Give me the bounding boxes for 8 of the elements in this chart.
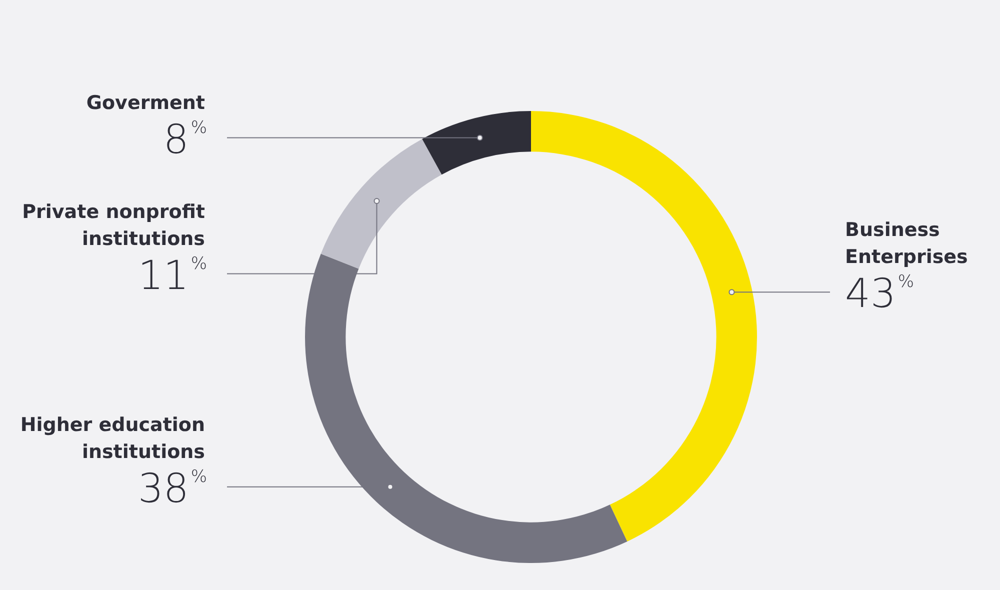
data-label: 43% — [845, 271, 914, 318]
slice-label: Private nonprofit institutions — [22, 200, 205, 250]
data-label: 11% — [138, 252, 208, 299]
data-label: 8% — [163, 116, 208, 163]
slice-label: Higher education institutions — [20, 414, 205, 463]
data-label: 38% — [138, 466, 208, 512]
slice-label: Business Enterprises — [845, 219, 968, 268]
slice-label: Goverment — [86, 92, 205, 114]
